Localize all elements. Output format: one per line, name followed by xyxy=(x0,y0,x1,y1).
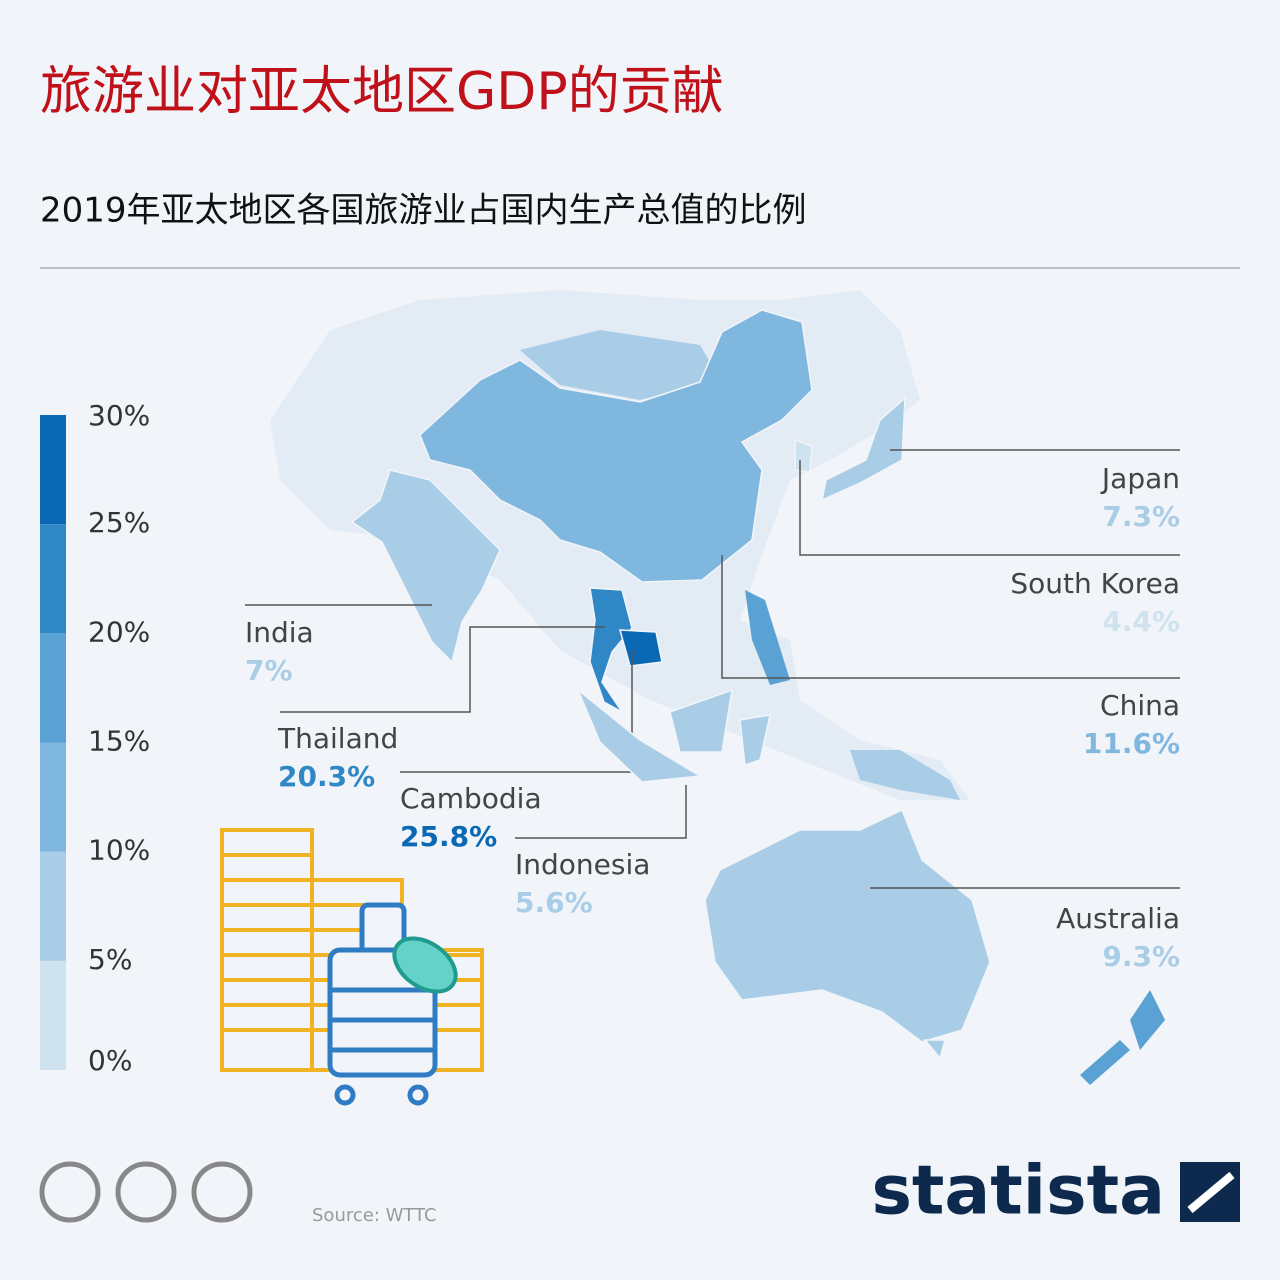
philippines xyxy=(745,590,790,685)
brand-logo-mark xyxy=(1187,1171,1235,1214)
hat-illustration xyxy=(392,936,458,994)
country-label: China xyxy=(1100,689,1180,722)
country-label: South Korea xyxy=(1010,567,1180,600)
value-label: 20.3% xyxy=(278,760,375,793)
value-label: 7% xyxy=(245,654,293,687)
value-label: 25.8% xyxy=(400,820,497,853)
new-zealand xyxy=(1080,990,1165,1085)
country-label: Indonesia xyxy=(515,848,650,881)
country xyxy=(419,309,813,583)
legend-tick-label: 5% xyxy=(88,943,132,976)
leader-line xyxy=(799,460,1180,556)
legend-tick-label: 25% xyxy=(88,506,150,539)
legend-swatch xyxy=(40,742,66,852)
value-label: 9.3% xyxy=(1102,940,1180,973)
country xyxy=(820,396,906,502)
value-label: 7.3% xyxy=(1102,500,1180,533)
leader-line xyxy=(721,555,1180,679)
license-icons xyxy=(39,1161,253,1223)
country xyxy=(704,808,991,1060)
value-label: 4.4% xyxy=(1102,605,1180,638)
mongolia xyxy=(520,330,720,400)
legend-swatch xyxy=(40,960,66,1070)
leader-line xyxy=(280,626,605,713)
legend-swatch xyxy=(40,633,66,743)
country xyxy=(589,587,633,713)
legend-tick-label: 20% xyxy=(88,615,150,648)
value-label: 5.6% xyxy=(515,886,593,919)
subtitle: 2019年亚太地区各国旅游业占国内生产总值的比例 xyxy=(40,191,807,231)
value-label: 11.6% xyxy=(1083,727,1180,760)
legend-tick-label: 0% xyxy=(88,1044,132,1077)
country-label: Cambodia xyxy=(400,782,542,815)
country xyxy=(618,629,663,667)
leader-line xyxy=(515,785,687,839)
country xyxy=(350,469,501,664)
country-label: Thailand xyxy=(277,722,398,755)
legend-swatch xyxy=(40,415,66,525)
country-label: India xyxy=(245,616,314,649)
legend-swatch xyxy=(40,524,66,634)
legend-swatch xyxy=(40,851,66,961)
legend-tick-label: 15% xyxy=(88,725,150,758)
legend-tick-label: 10% xyxy=(88,834,150,867)
source: Source: WTTC xyxy=(312,1205,437,1226)
title: 旅游业对亚太地区GDP的贡献 xyxy=(40,62,724,122)
country-label: Japan xyxy=(1100,462,1180,495)
country xyxy=(794,438,813,473)
brand: statista xyxy=(871,1152,1165,1231)
country xyxy=(577,688,771,783)
legend-tick-label: 30% xyxy=(88,399,150,432)
papua-new-guinea xyxy=(850,750,960,800)
country-label: Australia xyxy=(1056,902,1180,935)
